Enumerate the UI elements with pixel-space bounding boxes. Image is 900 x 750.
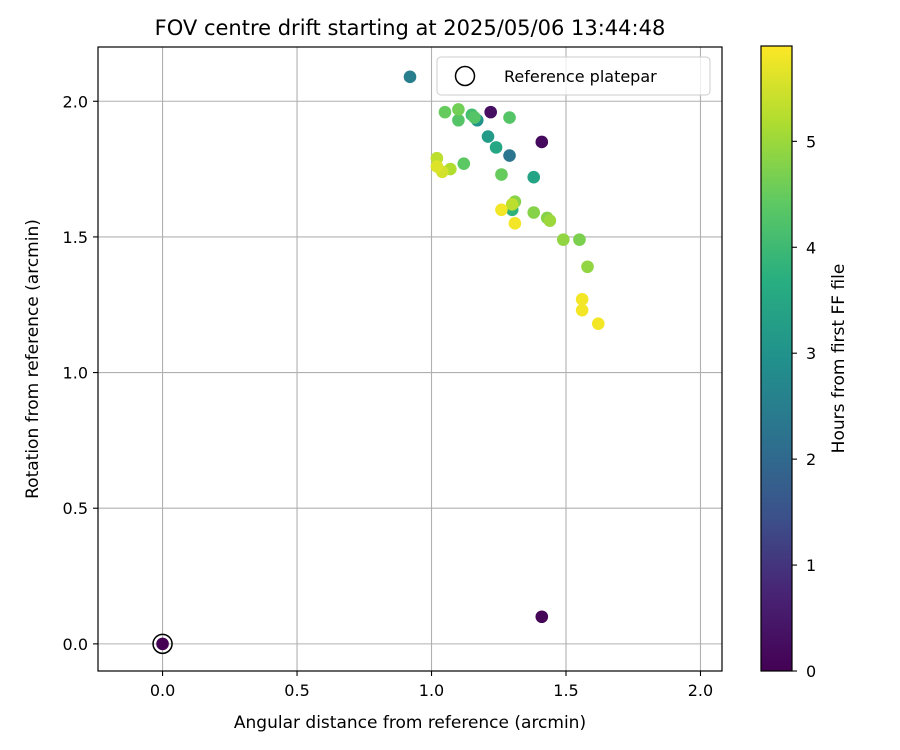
- x-tick-label: 1.0: [419, 681, 444, 700]
- legend: Reference platepar: [436, 56, 711, 96]
- legend-label-reference: Reference platepar: [504, 67, 657, 86]
- x-tick-label: 2.0: [688, 681, 713, 700]
- data-point: [403, 70, 417, 84]
- reference-platepar-marker: [152, 633, 173, 655]
- data-point: [575, 293, 589, 306]
- colorbar-tick-label: 4: [806, 238, 816, 257]
- colorbar-gradient: [760, 45, 793, 672]
- colorbar-tick-label: 3: [806, 344, 816, 363]
- x-tick-label: 0.5: [284, 681, 309, 700]
- plot-frame: [97, 46, 723, 672]
- colorbar-ticks: 0 1 2 3 4 5: [792, 132, 816, 681]
- data-point: [156, 637, 169, 651]
- y-tick-label: 2.0: [63, 92, 88, 111]
- data-point: [543, 214, 557, 227]
- data-point: [481, 130, 495, 143]
- data-point: [527, 170, 541, 184]
- data-point: [557, 233, 570, 246]
- data-point: [452, 113, 465, 127]
- colorbar-tick-label: 2: [806, 450, 816, 469]
- data-point: [581, 260, 594, 274]
- data-point: [575, 303, 589, 317]
- y-tick-label: 0.5: [63, 499, 88, 518]
- data-point: [527, 206, 541, 219]
- data-point: [484, 105, 497, 119]
- data-point: [457, 157, 471, 170]
- data-points: [152, 70, 605, 655]
- data-point: [505, 198, 519, 211]
- chart-title: FOV centre drift starting at 2025/05/06 …: [155, 16, 666, 40]
- colorbar-tick-label: 0: [806, 662, 816, 681]
- plot-border: [97, 46, 723, 672]
- data-point: [503, 149, 516, 162]
- y-tick-label: 0.0: [63, 635, 88, 654]
- grid: [98, 47, 722, 671]
- colorbar-label: Hours from first FF file: [829, 264, 849, 454]
- data-point: [535, 135, 549, 149]
- x-tick-label: 1.5: [553, 681, 578, 700]
- data-point: [468, 111, 481, 124]
- axis-ticks: 0.0 0.5 1.0 1.5 2.0 0.0 0.5 1.0 1.5 2.0: [63, 92, 714, 700]
- colorbar: 0 1 2 3 4 5 Hours from first FF file: [760, 45, 849, 681]
- x-tick-label: 0.0: [150, 681, 175, 700]
- legend-marker-reference: [454, 65, 476, 87]
- data-point: [495, 203, 508, 217]
- y-axis-label: Rotation from reference (arcmin): [23, 219, 43, 499]
- data-point: [452, 103, 465, 116]
- data-point: [430, 160, 444, 173]
- data-point: [489, 141, 503, 154]
- data-point: [438, 105, 452, 119]
- colorbar-tick-label: 5: [806, 132, 816, 151]
- x-axis-label: Angular distance from reference (arcmin): [234, 713, 586, 733]
- data-point: [573, 233, 586, 246]
- data-point: [591, 317, 605, 331]
- data-point: [495, 168, 508, 181]
- data-point: [503, 111, 516, 124]
- y-tick-label: 1.0: [63, 364, 88, 383]
- legend-box: [436, 56, 711, 96]
- data-point: [535, 610, 549, 624]
- y-tick-label: 1.5: [63, 228, 88, 247]
- data-point: [508, 217, 522, 230]
- colorbar-tick-label: 1: [806, 556, 816, 575]
